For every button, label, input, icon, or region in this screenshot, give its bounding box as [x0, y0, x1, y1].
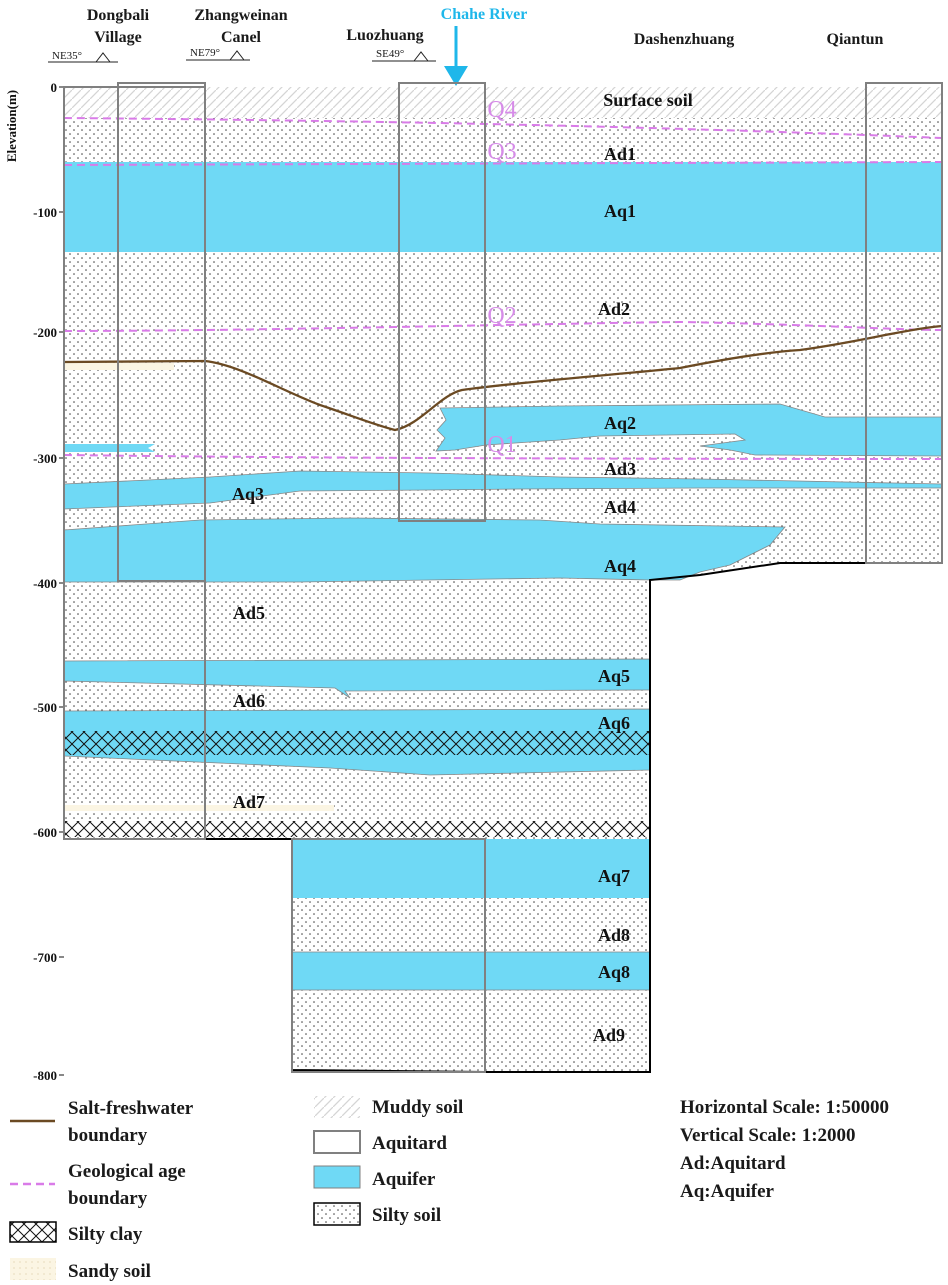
age-boundary-q1	[63, 454, 943, 460]
location-dongbali-line2: Village	[94, 29, 141, 46]
section-body	[63, 82, 943, 1073]
axis-tick-label: 0	[51, 80, 58, 95]
axis-tick-label: -600	[33, 825, 57, 840]
layer-label-aq7: Aq7	[598, 866, 630, 886]
legend-silty-soil-swatch	[313, 1202, 361, 1226]
legend-silty-soil-label: Silty soil	[372, 1205, 441, 1226]
legend: Salt-freshwater boundary Geological age …	[9, 1096, 889, 1282]
age-label-q1: Q1	[487, 432, 516, 458]
legend-muddy-soil-swatch	[314, 1096, 360, 1118]
chahe-river-arrow-icon	[444, 26, 468, 86]
layer-label-ad6: Ad6	[233, 691, 265, 711]
age-label-q4: Q4	[487, 97, 516, 123]
dip-symbol-1: NE35°	[48, 50, 118, 63]
legend-salt-boundary-label: Salt-freshwater	[68, 1098, 194, 1119]
location-zhangweinan-line2: Canel	[221, 29, 262, 46]
silty-clay-band-bottom	[64, 821, 650, 837]
location-zhangweinan: Zhangweinan	[194, 7, 287, 24]
location-chahe-river: Chahe River	[441, 6, 528, 23]
age-boundary-q3	[63, 161, 943, 166]
layer-label-ad4: Ad4	[604, 497, 636, 517]
layer-labels: Surface soil Ad1 Aq1 Ad2 Aq2 Ad3 Aq3 Ad4…	[232, 90, 693, 1045]
borehole-column	[865, 82, 943, 564]
layer-label-surface-soil: Surface soil	[603, 90, 693, 110]
legend-silty-clay-label: Silty clay	[68, 1224, 143, 1245]
axis-tick-label: -200	[33, 325, 57, 340]
aquifer-aq2	[435, 403, 943, 457]
legend-sandy-soil-label: Sandy soil	[68, 1261, 151, 1282]
horizontal-scale-note: Horizontal Scale: 1:50000	[680, 1097, 889, 1118]
borehole-column	[291, 838, 486, 1073]
layer-label-aq1: Aq1	[604, 201, 636, 221]
layer-label-ad7: Ad7	[233, 792, 265, 812]
aquifer-aq8	[291, 951, 651, 991]
svg-text:NE79°: NE79°	[190, 47, 220, 59]
layer-label-aq3: Aq3	[232, 484, 264, 504]
sandy-soil-lens	[64, 805, 334, 811]
axis-tick-label: -300	[33, 451, 57, 466]
borehole-column	[398, 82, 486, 522]
axis-tick-label: -100	[33, 205, 57, 220]
location-dongbali: Dongbali	[87, 7, 150, 24]
age-labels: Q4 Q3 Q2 Q1	[487, 97, 516, 458]
aquifer-aq7	[292, 839, 650, 898]
location-luozhuang: Luozhuang	[346, 27, 423, 44]
age-label-q2: Q2	[487, 303, 516, 329]
svg-text:NE35°: NE35°	[52, 50, 82, 62]
aq-definition-note: Aq:Aquifer	[680, 1181, 775, 1202]
elevation-axis-label: Elevation(m)	[4, 90, 19, 162]
layer-label-aq4: Aq4	[604, 556, 636, 576]
legend-muddy-soil-label: Muddy soil	[372, 1097, 463, 1118]
dip-symbol-2: NE79°	[186, 47, 250, 61]
layer-label-aq2: Aq2	[604, 413, 636, 433]
section-outline	[63, 87, 943, 1073]
layer-label-ad3: Ad3	[604, 459, 636, 479]
layer-label-ad9: Ad9	[593, 1025, 625, 1045]
vertical-scale-note: Vertical Scale: 1:2000	[680, 1125, 856, 1146]
aquifer-aq1	[64, 162, 942, 252]
layer-label-ad2: Ad2	[598, 299, 630, 319]
legend-sandy-soil-swatch	[10, 1258, 56, 1280]
axis-tick-label: -700	[33, 950, 57, 965]
elevation-axis: 0 -100 -200 -300 -400 -500 -600 -700 -80…	[33, 80, 64, 1083]
layer-label-aq6: Aq6	[598, 713, 630, 733]
axis-tick-label: -800	[33, 1068, 57, 1083]
age-label-q3: Q3	[487, 139, 516, 165]
legend-aquitard-swatch	[313, 1130, 361, 1154]
muddy-soil-band	[64, 87, 942, 118]
axis-tick-label: -500	[33, 700, 57, 715]
layer-label-aq8: Aq8	[598, 962, 630, 982]
svg-text:SE49°: SE49°	[376, 48, 404, 60]
aquifer-lens-left	[64, 444, 155, 452]
legend-silty-clay-swatch	[9, 1221, 57, 1243]
silty-clay-band-aq6	[64, 731, 650, 755]
dip-symbol-3: SE49°	[372, 48, 436, 62]
salt-freshwater-boundary	[63, 324, 943, 432]
age-boundary-q4	[63, 117, 943, 139]
legend-age-boundary-label: Geological age	[68, 1161, 186, 1182]
ad-definition-note: Ad:Aquitard	[680, 1153, 786, 1174]
legend-aquifer-label: Aquifer	[372, 1169, 436, 1190]
legend-aquitard-label: Aquitard	[372, 1133, 447, 1154]
aquifer-aq4	[63, 517, 786, 583]
age-boundary-q2	[63, 320, 943, 332]
layer-label-aq5: Aq5	[598, 666, 630, 686]
legend-aquifer-swatch	[313, 1165, 361, 1189]
location-qiantun: Qiantun	[827, 31, 884, 48]
layer-label-ad8: Ad8	[598, 925, 630, 945]
legend-age-boundary-label-2: boundary	[68, 1188, 148, 1209]
legend-salt-boundary-label-2: boundary	[68, 1125, 148, 1146]
layer-label-ad5: Ad5	[233, 603, 265, 623]
axis-tick-label: -400	[33, 576, 57, 591]
location-dashenzhuang: Dashenzhuang	[634, 31, 734, 48]
layer-label-ad1: Ad1	[604, 144, 636, 164]
borehole-column	[63, 86, 206, 840]
